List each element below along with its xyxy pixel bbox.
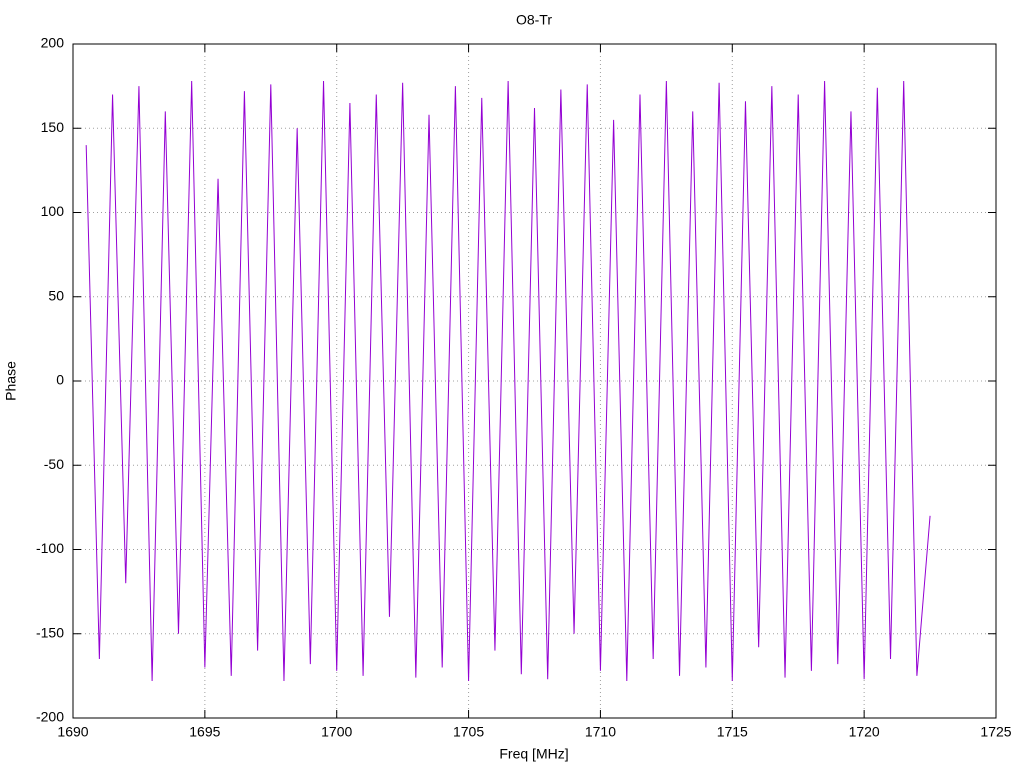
y-tick-label: 0	[56, 372, 64, 388]
plot-border	[72, 43, 997, 719]
x-tick-label: 1720	[849, 724, 880, 740]
y-tick-label: 200	[41, 35, 65, 51]
y-tick-label: 150	[41, 119, 65, 135]
y-tick-label: 50	[48, 287, 64, 303]
x-tick-label: 1710	[585, 724, 616, 740]
y-tick-label: -100	[36, 540, 64, 556]
x-tick-label: 1690	[57, 724, 88, 740]
chart-title: O8-Tr	[516, 12, 552, 28]
y-tick-label: -50	[44, 456, 64, 472]
y-axis-label: Phase	[3, 361, 19, 401]
x-tick-label: 1700	[321, 724, 352, 740]
y-tick-label: -200	[36, 709, 64, 725]
x-tick-label: 1725	[980, 724, 1011, 740]
y-tick-label: 100	[41, 203, 65, 219]
data-line	[85, 81, 931, 681]
x-axis-label: Freq [MHz]	[499, 746, 568, 762]
x-tick-label: 1705	[453, 724, 484, 740]
y-tick-label: -150	[36, 624, 64, 640]
x-tick-label: 1715	[717, 724, 748, 740]
x-tick-label: 1695	[189, 724, 220, 740]
